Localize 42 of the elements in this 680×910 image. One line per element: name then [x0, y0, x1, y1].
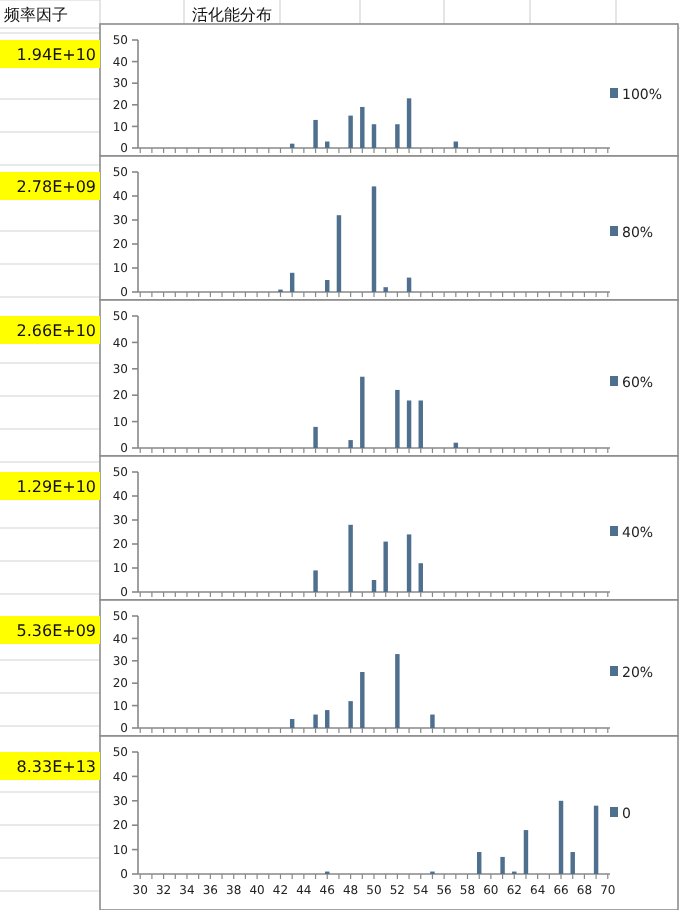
bar: [395, 124, 400, 148]
bar: [558, 800, 564, 874]
bar: [360, 106, 365, 148]
text: 频率因子: [4, 5, 68, 24]
bar: [418, 400, 423, 448]
text: 2.78E+09: [16, 177, 96, 196]
bar: [476, 852, 482, 874]
bar: [360, 672, 365, 728]
bar: [313, 570, 318, 592]
bar: [371, 186, 377, 292]
bar: [325, 280, 330, 292]
bar: [336, 215, 342, 292]
bar: [383, 541, 388, 592]
text: 8.33E+13: [16, 757, 96, 776]
bar: [395, 654, 400, 728]
bar: [348, 440, 353, 448]
bar: [371, 124, 377, 148]
bar: [593, 805, 599, 874]
bar: [313, 714, 318, 728]
bar: [500, 856, 505, 874]
bar: [360, 376, 365, 448]
text: 1.29E+10: [16, 477, 96, 496]
bar: [406, 400, 412, 448]
bar: [430, 714, 435, 728]
bar: [406, 98, 412, 148]
text: 1.94E+10: [16, 45, 96, 64]
bar: [313, 426, 318, 448]
bar: [395, 389, 400, 448]
text: 活化能分布: [192, 5, 272, 24]
bar: [371, 580, 377, 592]
bar: [289, 719, 295, 728]
bar: [348, 524, 353, 592]
text: 5.36E+09: [16, 621, 96, 640]
bar: [348, 115, 353, 148]
bar: [348, 701, 353, 728]
bar: [406, 534, 412, 592]
bar: [523, 830, 529, 874]
bar: [313, 119, 318, 148]
bar: [418, 563, 423, 592]
bar: [570, 852, 575, 874]
text: 2.66E+10: [16, 321, 96, 340]
bar: [325, 710, 330, 728]
